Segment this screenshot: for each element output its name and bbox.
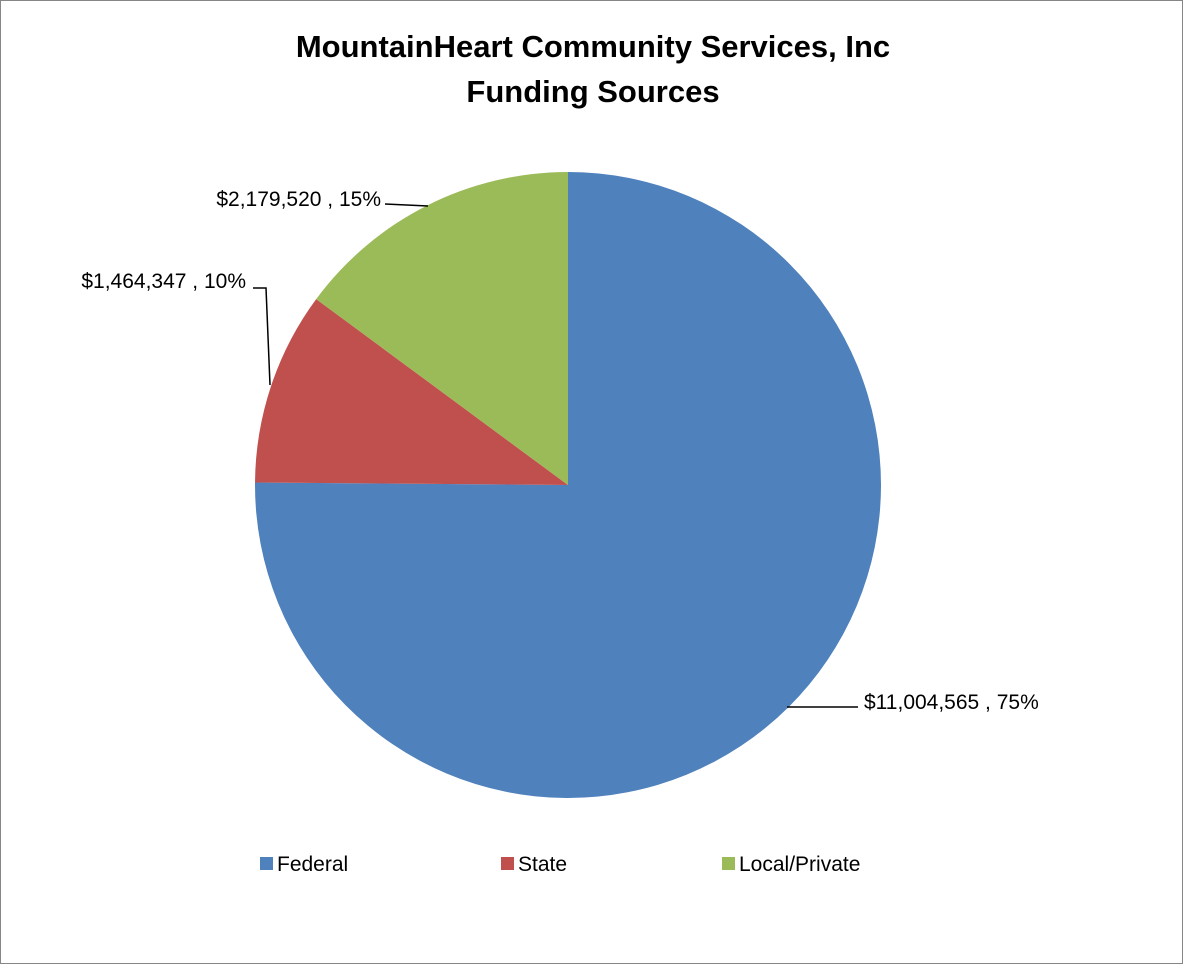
pie-slice-federal bbox=[255, 172, 882, 799]
legend-label-state: State bbox=[518, 853, 567, 876]
leader-line-state bbox=[253, 287, 271, 386]
legend-swatch-federal bbox=[260, 857, 273, 870]
data-labels: $11,004,565 , 75% $1,464,347 , 10% $2,179,… bbox=[81, 188, 1038, 714]
chart-title-line-1: MountainHeart Community Services, Inc bbox=[296, 29, 890, 64]
leader-lines bbox=[253, 203, 858, 708]
legend: Federal State Local/Private bbox=[260, 853, 860, 876]
legend-label-federal: Federal bbox=[277, 853, 348, 876]
legend-label-local-private: Local/Private bbox=[739, 853, 860, 876]
data-label-state: $1,464,347 , 10% bbox=[81, 270, 246, 293]
data-label-federal: $11,004,565 , 75% bbox=[864, 691, 1039, 714]
legend-swatch-local-private bbox=[722, 857, 735, 870]
pie-slice-state bbox=[255, 299, 568, 485]
data-label-local-private: $2,179,520 , 15% bbox=[216, 188, 381, 211]
leader-line-local-private bbox=[384, 203, 429, 207]
pie-slices bbox=[255, 172, 882, 799]
pie-slice-local-private bbox=[316, 172, 568, 485]
legend-swatch-state bbox=[501, 857, 514, 870]
chart-title-line-2: Funding Sources bbox=[466, 74, 719, 109]
